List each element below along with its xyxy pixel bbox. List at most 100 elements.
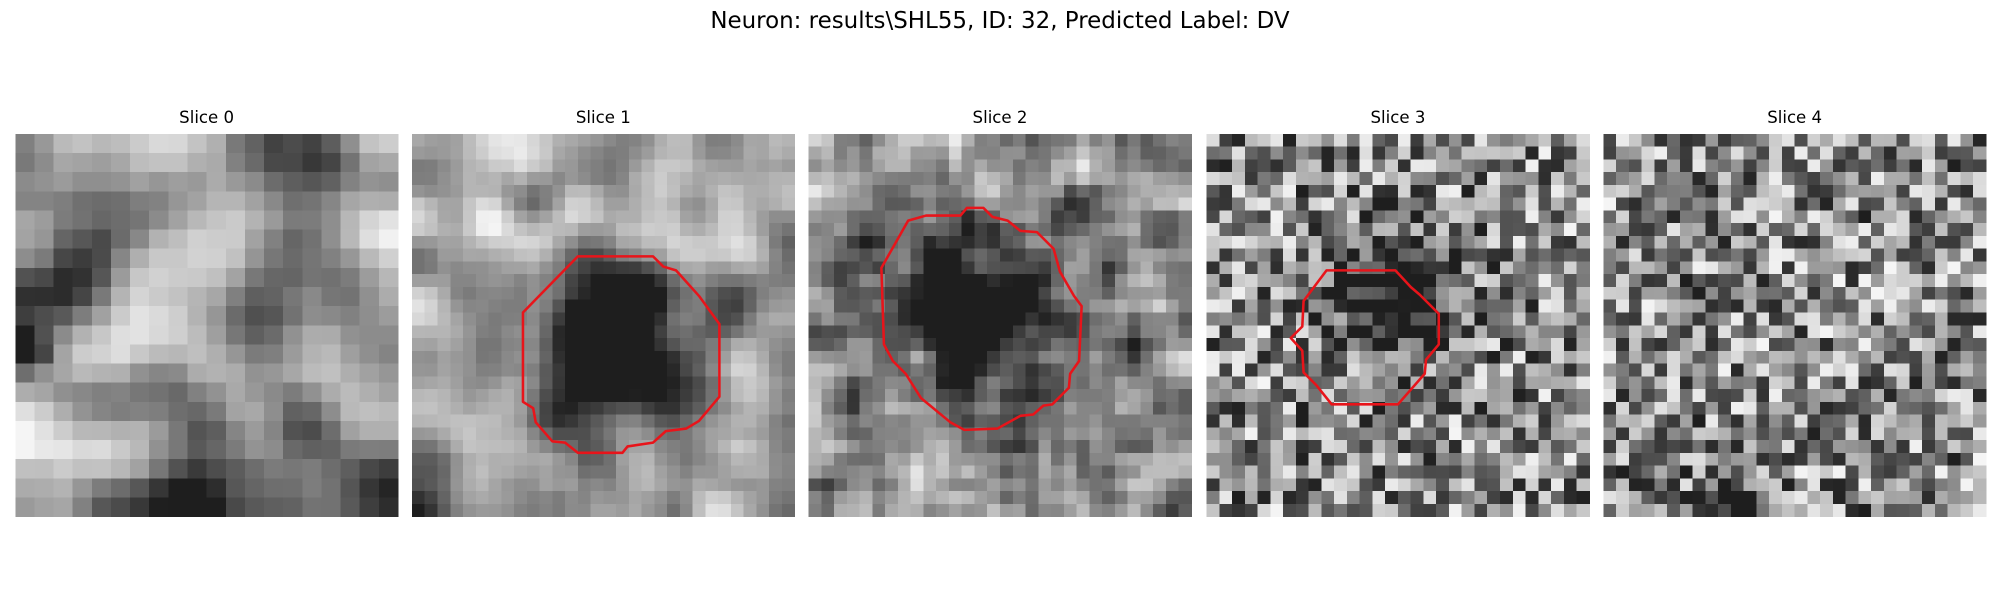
pixel	[321, 459, 342, 479]
pixel	[769, 338, 783, 352]
pixel	[168, 401, 189, 422]
pixel	[1922, 491, 1936, 505]
pixel	[450, 299, 464, 314]
pixel	[1679, 338, 1694, 352]
pixel	[859, 503, 873, 518]
pixel	[1500, 478, 1514, 492]
pixel	[1525, 414, 1539, 428]
pixel	[1500, 299, 1514, 314]
pixel	[1346, 427, 1361, 441]
pixel	[1165, 465, 1180, 479]
pixel	[1000, 274, 1014, 288]
pixel	[577, 491, 592, 505]
pixel	[1641, 427, 1655, 441]
pixel	[730, 223, 745, 237]
pixel	[1871, 197, 1885, 211]
pixel	[1654, 133, 1668, 148]
pixel	[1321, 235, 1335, 250]
pixel	[1385, 299, 1399, 314]
pixel	[1063, 299, 1078, 314]
pixel	[168, 420, 189, 441]
pixel	[1063, 350, 1078, 365]
pixel	[1563, 159, 1578, 173]
pixel	[1512, 478, 1527, 492]
pixel	[859, 440, 873, 454]
pixel	[1219, 299, 1233, 314]
pixel	[1845, 350, 1859, 365]
pixel	[359, 267, 380, 288]
pixel	[1038, 325, 1052, 339]
pixel	[1487, 363, 1501, 377]
pixel	[781, 452, 796, 467]
pixel	[923, 261, 937, 275]
pixel	[974, 401, 988, 416]
pixel	[1102, 503, 1116, 518]
pixel	[225, 459, 246, 479]
pixel	[756, 503, 770, 518]
pixel	[1705, 440, 1719, 454]
pixel	[1114, 172, 1129, 186]
pixel	[987, 235, 1001, 250]
pixel	[1909, 338, 1923, 352]
pixel	[1781, 478, 1796, 492]
pixel	[603, 274, 617, 288]
pixel	[1563, 503, 1578, 518]
pixel	[1423, 389, 1437, 403]
pixel	[1140, 184, 1154, 199]
pixel	[781, 376, 796, 390]
pixel	[1934, 363, 1949, 377]
pixel	[1487, 159, 1501, 173]
pixel	[1102, 427, 1116, 441]
pixel	[149, 229, 169, 250]
pixel	[1410, 210, 1424, 224]
image-panel	[15, 133, 399, 518]
pixel	[654, 503, 668, 518]
pixel	[897, 491, 912, 505]
pixel	[628, 478, 643, 492]
pixel	[1525, 350, 1539, 365]
pixel	[1270, 159, 1284, 173]
pixel	[1654, 338, 1668, 352]
pixel	[730, 452, 745, 467]
pixel	[1257, 299, 1271, 314]
pixel	[424, 299, 439, 314]
pixel	[1000, 261, 1014, 275]
pixel	[1038, 363, 1052, 377]
pixel	[1423, 376, 1437, 390]
pixel	[1270, 312, 1284, 326]
pixel	[501, 389, 515, 403]
pixel	[1038, 440, 1052, 454]
pixel	[1679, 210, 1694, 224]
pixel	[1232, 274, 1246, 288]
pixel	[718, 210, 732, 224]
pixel	[1474, 478, 1488, 492]
pixel	[1410, 159, 1424, 173]
pixel	[897, 133, 912, 148]
pixel	[1576, 146, 1590, 160]
pixel	[897, 389, 912, 403]
pixel	[1000, 465, 1014, 479]
pixel	[1563, 299, 1578, 314]
pixel	[1089, 235, 1103, 250]
pixel	[463, 197, 477, 211]
pixel	[808, 389, 822, 403]
pixel	[923, 376, 937, 390]
pixel	[463, 133, 477, 148]
pixel	[1922, 146, 1936, 160]
pixel	[1934, 261, 1949, 275]
pixel	[1705, 338, 1719, 352]
pixel	[168, 248, 189, 269]
pixel	[834, 440, 848, 454]
pixel	[756, 350, 770, 365]
pixel	[1140, 325, 1154, 339]
pixel	[667, 312, 681, 326]
pixel	[948, 223, 963, 237]
pixel	[1756, 325, 1770, 339]
pixel	[1321, 146, 1335, 160]
pixel	[424, 146, 439, 160]
pixel	[1576, 401, 1590, 416]
pixel	[692, 491, 706, 505]
pixel	[1934, 414, 1949, 428]
pixel	[1051, 401, 1065, 416]
pixel	[1654, 401, 1668, 416]
